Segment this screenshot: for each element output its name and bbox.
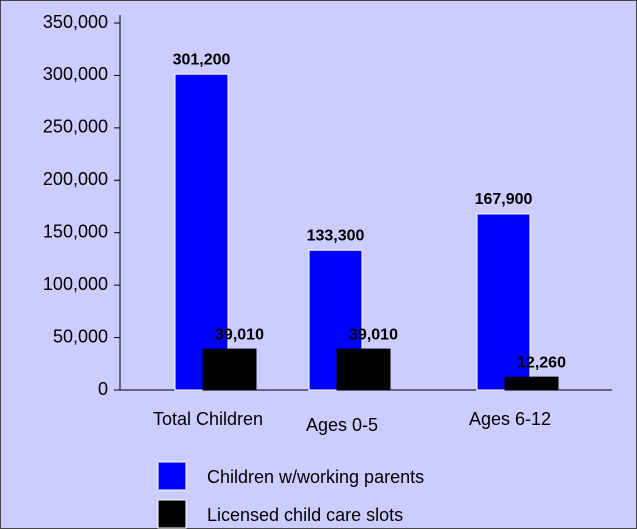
value-label: 12,260 [517,354,566,371]
x-tick-label: Ages 6-12 [469,409,551,429]
legend-swatch [157,461,187,491]
bar [504,376,559,391]
y-tick-label: 50,000 [53,326,108,346]
value-label: 133,300 [307,227,365,244]
value-label: 39,010 [349,326,398,343]
x-tick-label: Total Children [153,409,263,429]
y-tick-label: 300,000 [43,64,108,84]
value-label: 39,010 [215,326,264,343]
y-tick-label: 150,000 [43,221,108,241]
bar [202,348,257,391]
value-label: 167,900 [475,191,533,208]
y-tick-label: 0 [98,379,108,399]
legend-label: Children w/working parents [207,467,424,487]
y-tick-label: 200,000 [43,169,108,189]
y-tick-label: 350,000 [43,12,108,32]
value-label: 301,200 [173,51,231,68]
y-tick-label: 100,000 [43,274,108,294]
legend-swatch [157,499,187,529]
legend-label: Licensed child care slots [207,505,403,525]
bar [174,73,229,391]
y-tick-label: 250,000 [43,117,108,137]
x-tick-label: Ages 0-5 [306,415,378,435]
bar [476,213,531,391]
bar [336,348,391,391]
